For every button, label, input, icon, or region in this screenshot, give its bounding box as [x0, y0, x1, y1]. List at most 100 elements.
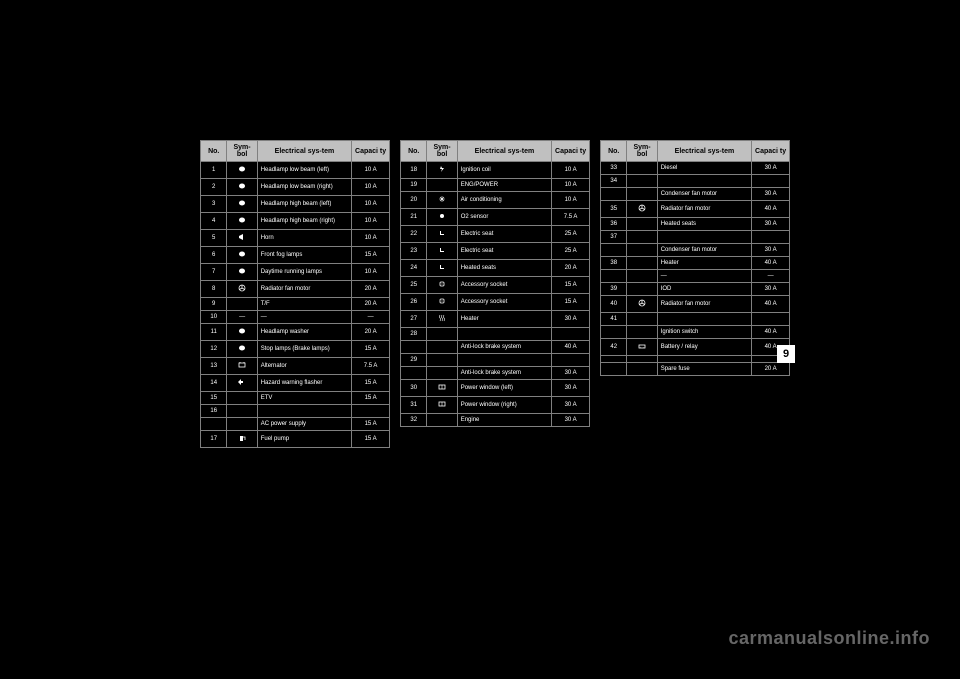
table-row: 39IOD30 A — [601, 283, 790, 296]
fuse-capacity: 40 A — [752, 296, 790, 313]
horn-icon — [237, 233, 247, 241]
table-row: 41 — [601, 313, 790, 326]
fuse-capacity: — — [352, 311, 390, 324]
table-row: 35Radiator fan motor40 A — [601, 201, 790, 218]
fuse-capacity: 15 A — [352, 375, 390, 392]
light-icon — [237, 250, 247, 258]
header-capacity: Capaci ty — [552, 141, 590, 162]
fuse-symbol-icon — [627, 201, 657, 218]
fuse-system: T/F — [257, 298, 352, 311]
table-row: 6Front fog lamps15 A — [201, 247, 390, 264]
fuse-symbol-icon — [427, 179, 457, 192]
table-row: 27Heater30 A — [401, 311, 590, 328]
fuse-system — [657, 175, 752, 188]
fuse-system: Condenser fan motor — [657, 188, 752, 201]
fuse-capacity: 15 A — [352, 392, 390, 405]
fuse-number: 9 — [201, 298, 227, 311]
fuse-number: 12 — [201, 341, 227, 358]
table-row: 40Radiator fan motor40 A — [601, 296, 790, 313]
fuse-system: Engine — [457, 414, 552, 427]
fuse-system: Hazard warning flasher — [257, 375, 352, 392]
fuse-number — [601, 356, 627, 363]
fuse-capacity: 15 A — [552, 277, 590, 294]
fuse-system — [257, 405, 352, 418]
table-row: 23Electric seat25 A — [401, 243, 590, 260]
fuse-capacity — [552, 354, 590, 367]
fuse-capacity: 15 A — [352, 341, 390, 358]
fuse-system: Ignition switch — [657, 326, 752, 339]
fuse-symbol-icon — [427, 311, 457, 328]
fuse-system: Power window (left) — [457, 380, 552, 397]
fuse-symbol-icon: — — [227, 311, 257, 324]
fuse-system: — — [657, 270, 752, 283]
fuse-capacity: 10 A — [352, 196, 390, 213]
header-system: Electrical sys-tem — [457, 141, 552, 162]
fuse-number: 3 — [201, 196, 227, 213]
alt-icon — [237, 361, 247, 369]
table-row: 4Headlamp high beam (right)10 A — [201, 213, 390, 230]
fuse-capacity: 30 A — [752, 188, 790, 201]
fuse-table-1: No. Sym-bol Electrical sys-tem Capaci ty… — [200, 140, 390, 448]
ign-icon — [437, 165, 447, 173]
fuse-capacity: 40 A — [752, 257, 790, 270]
fuse-capacity: 40 A — [752, 201, 790, 218]
table-row: 38 Heater40 A — [601, 257, 790, 270]
fuse-number: 39 — [601, 283, 627, 296]
fuse-capacity: 20 A — [552, 260, 590, 277]
header-no: No. — [601, 141, 627, 162]
fuse-symbol-icon — [427, 294, 457, 311]
fuse-capacity: 10 A — [352, 213, 390, 230]
fuse-capacity — [752, 231, 790, 244]
fuse-symbol-icon — [227, 247, 257, 264]
fuse-table-2: No. Sym-bol Electrical sys-tem Capaci ty… — [400, 140, 590, 448]
header-capacity: Capaci ty — [752, 141, 790, 162]
fuse-number: 19 — [401, 179, 427, 192]
fuse-system: Heater — [457, 311, 552, 328]
fuse-system: Headlamp washer — [257, 324, 352, 341]
fuse-symbol-icon — [627, 313, 657, 326]
fuse-number: 18 — [401, 162, 427, 179]
header-capacity: Capaci ty — [352, 141, 390, 162]
fuse-number: 10 — [201, 311, 227, 324]
fuse-capacity: 15 A — [552, 294, 590, 311]
sock-icon — [437, 297, 447, 305]
fuse-number: 38 — [601, 257, 627, 270]
light-icon — [237, 267, 247, 275]
fuse-capacity — [352, 405, 390, 418]
fuse-capacity: 40 A — [752, 326, 790, 339]
fuse-symbol-icon — [227, 213, 257, 230]
fuse-symbol-icon — [627, 188, 657, 201]
fuse-symbol-icon — [227, 341, 257, 358]
fuse-symbol-icon — [427, 243, 457, 260]
fuse-symbol-icon: +- — [627, 339, 657, 356]
fuse-capacity: 10 A — [352, 264, 390, 281]
fuse-capacity: 20 A — [352, 281, 390, 298]
table-row: Ignition switch40 A — [601, 326, 790, 339]
fuse-number: 4 — [201, 213, 227, 230]
fuse-capacity — [752, 175, 790, 188]
fuse-symbol-icon — [227, 358, 257, 375]
light-icon — [237, 165, 247, 173]
table-row: 10——— — [201, 311, 390, 324]
fuse-number — [401, 341, 427, 354]
fuse-capacity: 10 A — [552, 162, 590, 179]
fuse-capacity: 7.5 A — [552, 209, 590, 226]
table-row: 7Daytime running lamps10 A — [201, 264, 390, 281]
fuse-symbol-icon — [427, 414, 457, 427]
fuse-number: 11 — [201, 324, 227, 341]
fan-icon — [637, 204, 647, 212]
table-row: 22Electric seat25 A — [401, 226, 590, 243]
table-row: AC power supply15 A — [201, 418, 390, 431]
header-no: No. — [401, 141, 427, 162]
table-row: 28 — [401, 328, 590, 341]
table-row: 29 — [401, 354, 590, 367]
fuse-symbol-icon — [227, 196, 257, 213]
table-row: Spare fuse20 A — [601, 363, 790, 376]
fuse-number: 14 — [201, 375, 227, 392]
table-row: 37 — [601, 231, 790, 244]
fuse-number: 23 — [401, 243, 427, 260]
table-row: 24Heated seats20 A — [401, 260, 590, 277]
fuse-symbol-icon — [227, 264, 257, 281]
fuse-system: Heater — [657, 257, 752, 270]
fuse-system: Power window (right) — [457, 397, 552, 414]
